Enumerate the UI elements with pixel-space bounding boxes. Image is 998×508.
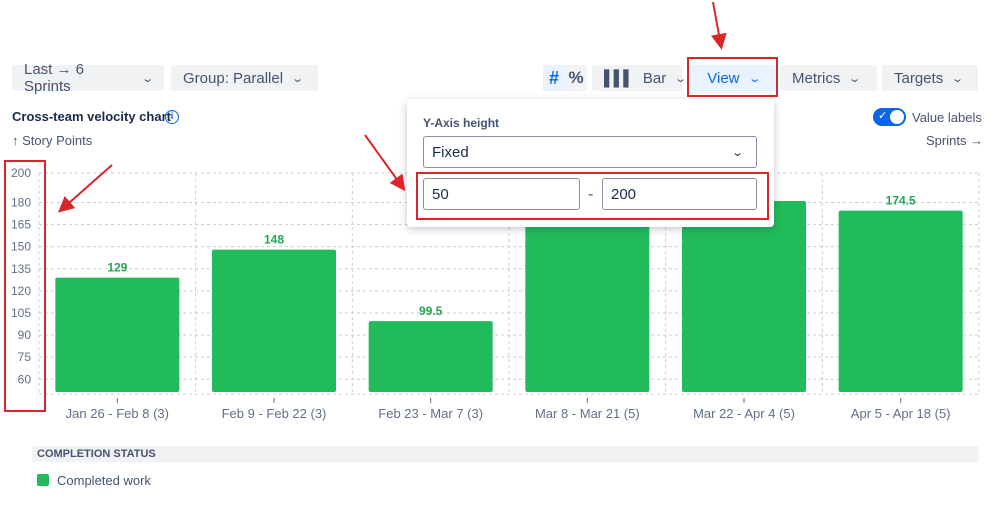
y-axis-min-input[interactable]: 50 — [423, 178, 580, 210]
y-tick-label: 90 — [18, 328, 32, 342]
y-axis-label: ↑ Story Points — [12, 133, 93, 148]
chevron-down-icon: ⌄ — [291, 72, 305, 85]
x-tick-label: Jan 26 - Feb 8 (3) — [66, 406, 169, 421]
legend-swatch-completed — [37, 474, 49, 486]
x-tick-label: Mar 22 - Apr 4 (5) — [693, 406, 795, 421]
info-icon[interactable]: i — [165, 110, 179, 124]
bar-value-label: 129 — [107, 261, 127, 275]
bar-chart-icon: ▌▌▌ — [604, 69, 634, 87]
arrow-to-view — [710, 1, 727, 50]
group-dropdown[interactable]: Group: Parallel ⌄ — [171, 65, 318, 91]
targets-dropdown[interactable]: Targets ⌄ — [882, 65, 978, 91]
y-tick-label: 120 — [11, 284, 31, 298]
y-tick-label: 60 — [18, 372, 32, 386]
bar — [682, 200, 806, 392]
targets-label: Targets — [894, 69, 944, 87]
check-icon: ✓ — [878, 110, 888, 122]
y-tick-label: 135 — [11, 262, 31, 276]
chevron-down-icon: ⌄ — [140, 72, 154, 85]
count-mode-button[interactable]: # — [543, 65, 565, 91]
y-tick-label: 75 — [18, 350, 32, 364]
view-dropdown[interactable]: View ⌄ — [690, 65, 776, 91]
metrics-label: Metrics — [792, 69, 841, 87]
value-labels-toggle[interactable]: ✓ — [873, 108, 906, 126]
view-label: View — [707, 69, 740, 87]
percent-mode-button[interactable]: % — [568, 68, 584, 87]
y-tick-label: 105 — [11, 306, 31, 320]
bar — [55, 277, 180, 392]
bar — [368, 321, 493, 392]
bar — [212, 249, 336, 392]
chevron-down-icon: ⌄ — [951, 72, 965, 85]
x-tick-label: Mar 8 - Mar 21 (5) — [535, 406, 640, 421]
legend-heading: COMPLETION STATUS — [37, 448, 156, 460]
number-format-toggle: # % — [543, 65, 587, 91]
group-label: Group: Parallel — [183, 69, 284, 87]
bar-value-label: 174.5 — [886, 194, 916, 208]
chart-type-dropdown[interactable]: ▌▌▌ Bar ⌄ — [592, 65, 687, 91]
toggle-knob — [890, 110, 904, 124]
chart-title: Cross-team velocity chart — [12, 109, 171, 124]
y-axis-max-input[interactable]: 200 — [602, 178, 757, 210]
y-axis-mode-value: Fixed — [432, 143, 469, 161]
bar-value-label: 148 — [264, 233, 284, 247]
bar-value-label: 99.5 — [419, 304, 443, 318]
view-popover: Y-Axis height Fixed ⌄ 50 - 200 — [407, 99, 774, 227]
y-axis-height-label: Y-Axis height — [423, 116, 500, 130]
bar — [838, 210, 963, 392]
y-tick-label: 200 — [11, 166, 31, 180]
y-tick-label: 150 — [11, 240, 31, 254]
legend-item-completed: Completed work — [57, 473, 151, 488]
x-tick-label: Apr 5 - Apr 18 (5) — [851, 406, 951, 421]
range-separator: - — [588, 186, 594, 203]
y-tick-label: 180 — [11, 195, 31, 209]
sprint-range-dropdown[interactable]: Last → 6 Sprints ⌄ — [12, 61, 164, 95]
bar — [525, 224, 650, 392]
y-axis-mode-select[interactable]: Fixed ⌄ — [423, 136, 757, 168]
chevron-down-icon: ⌄ — [674, 72, 688, 85]
metrics-dropdown[interactable]: Metrics ⌄ — [780, 65, 877, 91]
x-axis-label: Sprints → — [926, 133, 984, 148]
y-tick-label: 165 — [11, 218, 31, 232]
chevron-down-icon: ⌄ — [730, 146, 744, 159]
value-labels-label: Value labels — [912, 110, 982, 125]
legend-header: COMPLETION STATUS — [32, 446, 979, 462]
chart-type-label: Bar — [642, 69, 667, 87]
chevron-down-icon: ⌄ — [747, 72, 761, 85]
sprint-range-label: Last → 6 Sprints — [24, 61, 85, 95]
chevron-down-icon: ⌄ — [848, 72, 862, 85]
x-tick-label: Feb 9 - Feb 22 (3) — [222, 406, 327, 421]
x-tick-label: Feb 23 - Mar 7 (3) — [378, 406, 483, 421]
